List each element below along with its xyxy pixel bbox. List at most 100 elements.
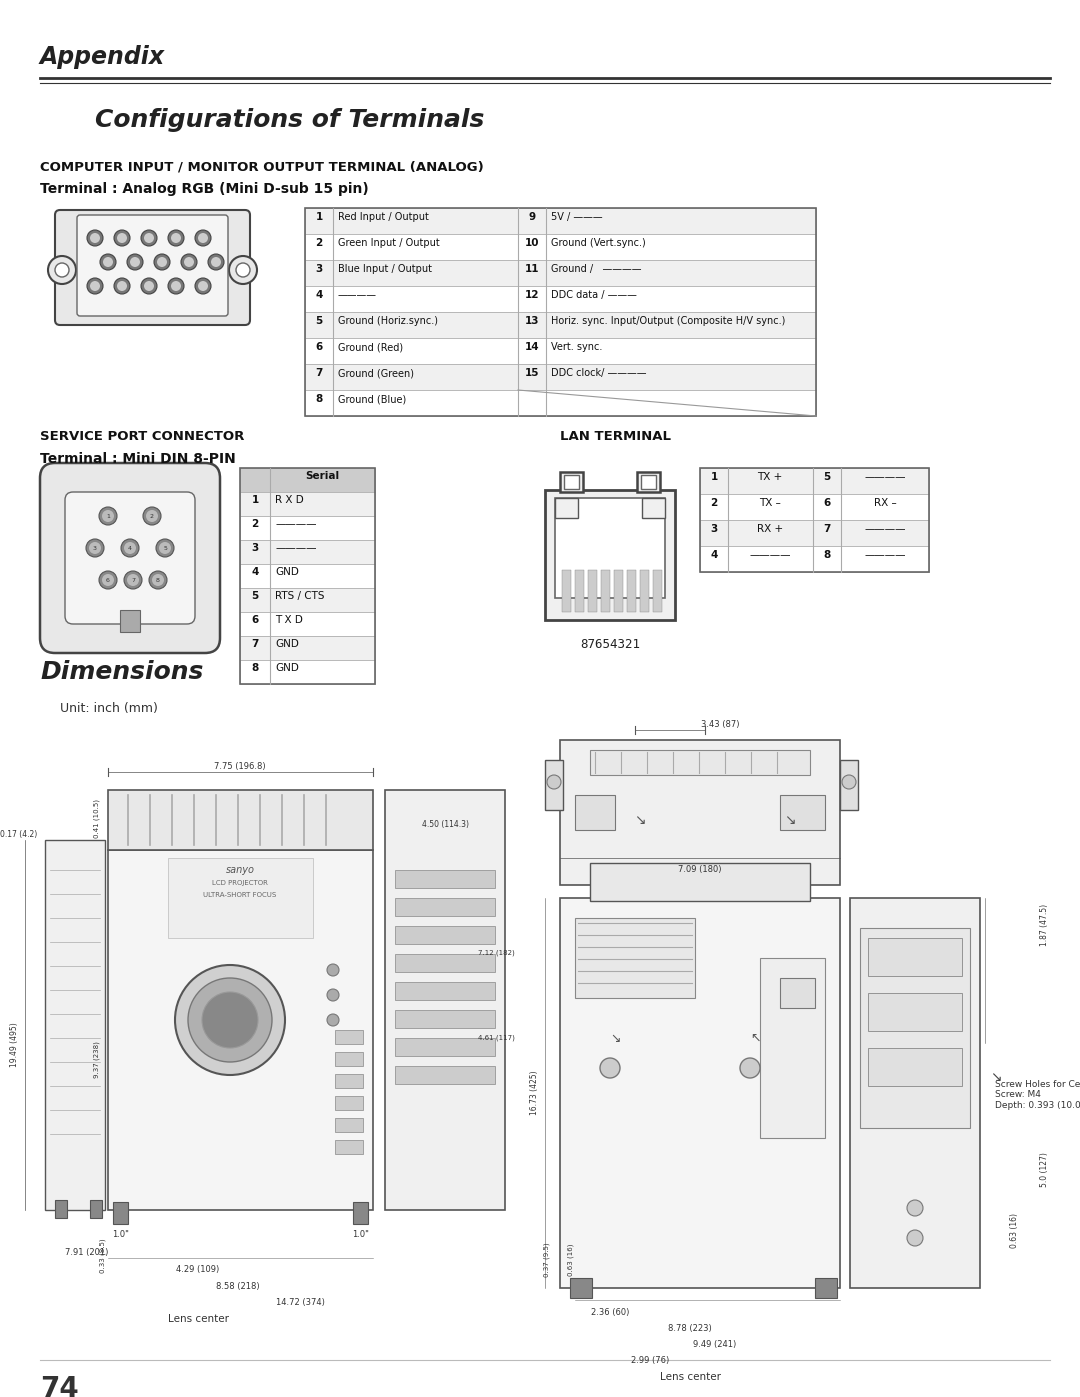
- Circle shape: [102, 574, 114, 585]
- Bar: [640, 570, 649, 612]
- Bar: [240, 541, 375, 564]
- Text: Screw Holes for Ceiling Mount
Screw: M4
Depth: 0.393 (10.0): Screw Holes for Ceiling Mount Screw: M4 …: [995, 1080, 1080, 1109]
- Bar: [700, 468, 929, 495]
- Text: Ground (Vert.sync.): Ground (Vert.sync.): [551, 237, 646, 249]
- Text: 1: 1: [106, 514, 110, 520]
- Bar: [555, 497, 665, 598]
- Circle shape: [121, 539, 139, 557]
- Text: 4: 4: [252, 567, 259, 577]
- Circle shape: [156, 539, 174, 557]
- Text: sanyo: sanyo: [226, 865, 255, 875]
- Bar: [305, 365, 816, 390]
- Bar: [335, 1074, 363, 1088]
- Text: 4.61 (117): 4.61 (117): [478, 1035, 515, 1041]
- Bar: [590, 863, 810, 901]
- Bar: [780, 978, 815, 1009]
- Circle shape: [89, 542, 102, 555]
- Text: 6: 6: [106, 578, 110, 584]
- Circle shape: [208, 254, 224, 270]
- Text: 9: 9: [528, 212, 536, 222]
- Circle shape: [154, 254, 170, 270]
- Bar: [860, 928, 970, 1127]
- Circle shape: [124, 571, 141, 590]
- Circle shape: [100, 254, 116, 270]
- Text: Lens center: Lens center: [660, 1372, 720, 1382]
- Circle shape: [99, 571, 117, 590]
- Text: Ground (Blue): Ground (Blue): [338, 394, 406, 404]
- Text: 0.41 (10.5): 0.41 (10.5): [94, 799, 100, 837]
- Text: ↘: ↘: [784, 813, 796, 827]
- Bar: [615, 570, 623, 612]
- Circle shape: [159, 542, 171, 555]
- Circle shape: [237, 263, 249, 277]
- FancyBboxPatch shape: [77, 215, 228, 316]
- Bar: [395, 898, 495, 916]
- Text: 5V / ———: 5V / ———: [551, 212, 603, 222]
- Bar: [575, 918, 696, 997]
- Circle shape: [907, 1200, 923, 1215]
- Bar: [395, 982, 495, 1000]
- Text: 2: 2: [150, 514, 154, 520]
- Circle shape: [740, 1058, 760, 1078]
- Text: 7: 7: [252, 638, 259, 650]
- Text: 7.09 (180): 7.09 (180): [678, 865, 721, 875]
- Text: GND: GND: [275, 638, 299, 650]
- Bar: [575, 795, 615, 830]
- Text: Terminal : Analog RGB (Mini D-sub 15 pin): Terminal : Analog RGB (Mini D-sub 15 pin…: [40, 182, 368, 196]
- Circle shape: [99, 507, 117, 525]
- Circle shape: [90, 281, 100, 291]
- Bar: [240, 515, 375, 541]
- Bar: [637, 472, 660, 492]
- Bar: [305, 390, 816, 416]
- Text: ————: ————: [864, 524, 906, 534]
- Text: 9.37 (238): 9.37 (238): [94, 1042, 100, 1078]
- Text: Appendix: Appendix: [40, 45, 165, 68]
- Text: 5: 5: [163, 546, 167, 552]
- Text: LCD PROJECTOR: LCD PROJECTOR: [212, 880, 268, 886]
- Text: 7.12 (182): 7.12 (182): [478, 950, 515, 957]
- Bar: [868, 937, 962, 977]
- Text: 14.72 (374): 14.72 (374): [275, 1298, 324, 1308]
- Bar: [600, 570, 610, 612]
- Circle shape: [171, 233, 181, 243]
- Circle shape: [211, 257, 221, 267]
- Bar: [305, 208, 816, 235]
- Circle shape: [157, 257, 167, 267]
- Circle shape: [130, 257, 140, 267]
- Bar: [700, 468, 929, 571]
- Circle shape: [141, 278, 157, 293]
- Text: 1.0": 1.0": [352, 1229, 369, 1239]
- Circle shape: [600, 1058, 620, 1078]
- Bar: [305, 286, 816, 312]
- Text: Terminal : Mini DIN 8-PIN: Terminal : Mini DIN 8-PIN: [40, 453, 235, 467]
- Text: Vert. sync.: Vert. sync.: [551, 342, 603, 352]
- Bar: [561, 898, 840, 1288]
- Bar: [335, 1052, 363, 1066]
- Circle shape: [175, 965, 285, 1076]
- Bar: [335, 1097, 363, 1111]
- Text: Red Input / Output: Red Input / Output: [338, 212, 429, 222]
- Bar: [395, 1066, 495, 1084]
- Circle shape: [103, 257, 113, 267]
- Text: Ground (Red): Ground (Red): [338, 342, 403, 352]
- Circle shape: [202, 992, 258, 1048]
- Text: 7: 7: [823, 524, 831, 534]
- Text: 8: 8: [315, 394, 323, 404]
- Bar: [240, 636, 375, 659]
- Text: 1: 1: [315, 212, 323, 222]
- Circle shape: [195, 278, 211, 293]
- Circle shape: [144, 233, 154, 243]
- Bar: [850, 898, 980, 1288]
- Circle shape: [127, 254, 143, 270]
- Bar: [305, 260, 816, 286]
- Circle shape: [117, 281, 127, 291]
- Bar: [815, 1278, 837, 1298]
- Text: ————: ————: [275, 520, 316, 529]
- Bar: [588, 570, 597, 612]
- Circle shape: [168, 278, 184, 293]
- Circle shape: [114, 278, 130, 293]
- Text: 19.49 (495): 19.49 (495): [11, 1023, 19, 1067]
- Text: 6: 6: [823, 497, 831, 509]
- Text: ↘: ↘: [610, 1031, 620, 1045]
- Text: 8: 8: [252, 664, 258, 673]
